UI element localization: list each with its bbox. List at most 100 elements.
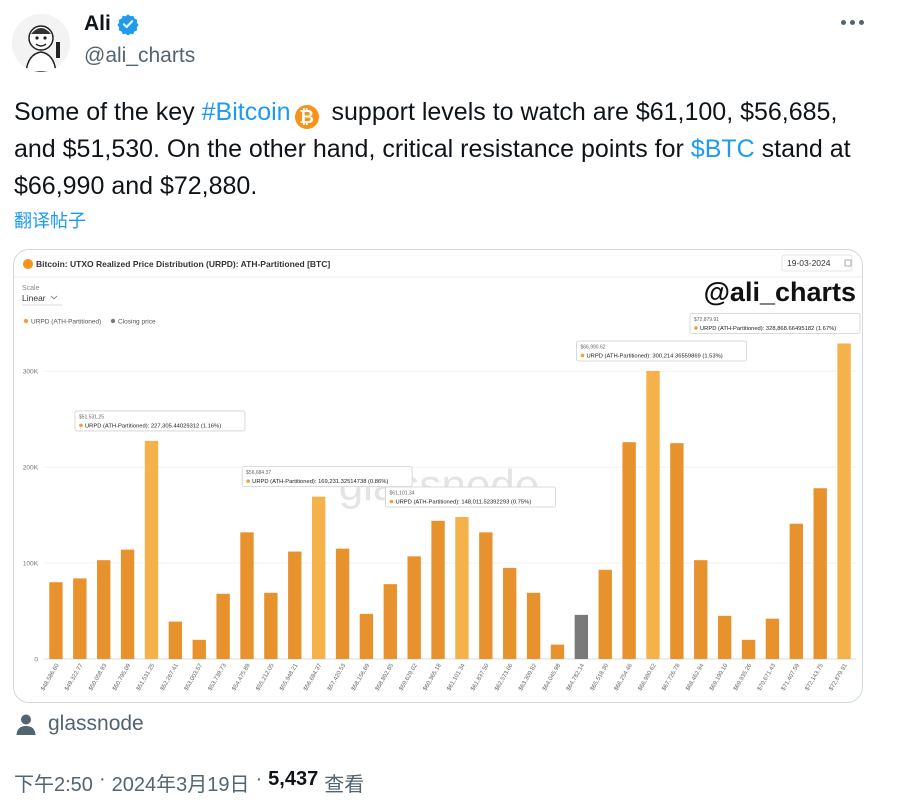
author-display-name[interactable]: Ali — [84, 12, 111, 35]
chart-bar — [503, 567, 517, 659]
x-tick-label: $64,045.98 — [542, 662, 563, 692]
user-icon — [16, 714, 36, 735]
chart-bar — [240, 532, 254, 659]
tweet-text: Some of the key #Bitcoin ₿ support levels… — [14, 94, 874, 205]
chevron-down-icon — [50, 295, 58, 300]
x-tick-label: $61,837.50 — [470, 662, 491, 692]
chart-bar — [765, 618, 780, 659]
translate-post-link[interactable]: 翻译帖子 — [14, 211, 86, 231]
meta-separator: · — [255, 768, 263, 790]
chart-bar — [431, 520, 445, 659]
y-tick-label: 300K — [23, 369, 39, 376]
x-tick-label: $63,309.82 — [518, 662, 539, 692]
x-tick-label: $51,531.25 — [136, 662, 157, 692]
post-time[interactable]: 下午2:50 — [14, 774, 93, 796]
tooltip-swatch — [694, 326, 698, 330]
tooltip-box — [689, 313, 861, 334]
tweet-text-part: Some of the key — [14, 98, 202, 126]
tooltip-swatch — [246, 479, 250, 483]
tweet-text-part: stand at $66,990 and $72,880. — [14, 135, 851, 200]
tooltip-box — [576, 340, 747, 362]
chart-bar — [73, 578, 87, 659]
legend-label-closing-price: Closing price — [118, 319, 156, 326]
x-tick-label: $72,879.91 — [829, 662, 850, 692]
x-tick-label: $59,629.02 — [399, 662, 420, 692]
chart-bar — [741, 639, 756, 659]
chart-bar — [49, 582, 63, 659]
chart-bar — [97, 560, 111, 659]
source-name[interactable]: glassnode — [48, 712, 144, 735]
x-tick-label: $55,948.21 — [279, 662, 300, 692]
btc-logo-icon — [23, 259, 33, 269]
x-tick-label: $58,156.69 — [351, 662, 372, 692]
tooltip-price: $56,684.37 — [246, 470, 271, 476]
tooltip-box — [385, 486, 556, 508]
chart-bar — [670, 443, 684, 659]
meta-separator: · — [98, 768, 106, 790]
date-picker-value: 19-03-2024 — [787, 258, 831, 268]
tooltip-swatch — [580, 353, 585, 358]
calendar-icon — [844, 259, 852, 267]
author-handle[interactable]: @ali_charts — [84, 44, 196, 67]
tooltip-label: URPD (ATH-Partitioned): 328,868.66495182… — [700, 326, 836, 332]
cashtag-link[interactable]: $BTC — [690, 135, 755, 163]
avatar-illustration-icon — [12, 14, 70, 72]
more-options-icon[interactable] — [841, 20, 864, 25]
y-tick-label: 0 — [34, 657, 38, 664]
plot-area: 0 100K 200K 300K $48,586.60 $49,322.77 $50,058… — [23, 313, 861, 692]
chart-bar — [407, 556, 421, 659]
chart-bar — [550, 644, 565, 659]
tooltip-price: $72,879.91 — [694, 317, 719, 323]
x-tick-label: $61,101.34 — [446, 662, 467, 692]
chart-bar — [311, 496, 326, 659]
chart-bar — [646, 370, 660, 659]
post-meta: 下午2:50 · 2024年3月19日 · 5,437 查看 — [14, 768, 364, 797]
x-tick-label: $48,586.60 — [40, 662, 61, 692]
chart-bar — [479, 532, 493, 659]
media-source[interactable]: glassnode — [14, 712, 144, 736]
x-tick-label: $71,407.59 — [781, 662, 802, 692]
media-image[interactable]: Bitcoin: UTXO Realized Price Distributio… — [13, 249, 863, 703]
date-picker[interactable] — [781, 254, 853, 272]
scale-select[interactable]: Linear — [22, 293, 46, 303]
x-tick-label: $49,322.77 — [64, 662, 85, 692]
x-tick-label: $57,420.53 — [327, 662, 348, 692]
chart-bar — [813, 488, 827, 659]
chart-bar — [383, 584, 397, 659]
chart-bar — [694, 560, 708, 659]
tweet-text-part: support levels to watch are $61,100, $56… — [14, 98, 838, 163]
view-label: 查看 — [324, 774, 365, 796]
y-tick-label: 100K — [23, 561, 39, 568]
tooltip-price: $66,990.62 — [581, 344, 606, 350]
x-tick-label: $55,212.05 — [255, 662, 276, 692]
x-tick-label: $70,671.43 — [757, 662, 778, 692]
post-date[interactable]: 2024年3月19日 — [111, 774, 250, 796]
legend-swatch-closing-price — [110, 318, 116, 324]
tooltip-label: URPD (ATH-Partitioned): 300,214.36559869… — [587, 353, 723, 359]
x-tick-label: $68,462.94 — [685, 662, 706, 692]
chart-bar — [574, 614, 589, 659]
chart-bar — [216, 593, 230, 659]
chart-bar — [168, 621, 183, 659]
chart-title: Bitcoin: UTXO Realized Price Distributio… — [36, 259, 330, 269]
x-tick-label: $69,935.26 — [733, 662, 754, 692]
ali-charts-watermark: @ali_charts — [704, 277, 856, 307]
chart-bar — [288, 551, 302, 659]
chart-bar — [598, 569, 612, 659]
hashtag-link[interactable]: #Bitcoin — [201, 98, 291, 126]
author-name-row[interactable]: Ali — [84, 12, 139, 36]
x-tick-label: $53,003.57 — [184, 662, 205, 692]
chart-bar — [359, 613, 374, 659]
chart-bar — [335, 548, 350, 659]
x-tick-label: $50,795.09 — [112, 662, 133, 692]
avatar[interactable] — [12, 14, 70, 72]
tooltip-price: $51,531.25 — [79, 414, 104, 420]
verified-badge-icon — [117, 14, 139, 35]
y-tick-label: 200K — [23, 465, 39, 472]
bitcoin-emoji-icon: ₿ — [294, 105, 319, 129]
x-tick-label: $72,143.75 — [805, 662, 826, 692]
chart-bar — [144, 440, 159, 659]
chart-bar — [717, 615, 732, 659]
x-tick-label: $66,990.62 — [638, 662, 659, 692]
view-count: 5,437 — [268, 768, 319, 790]
